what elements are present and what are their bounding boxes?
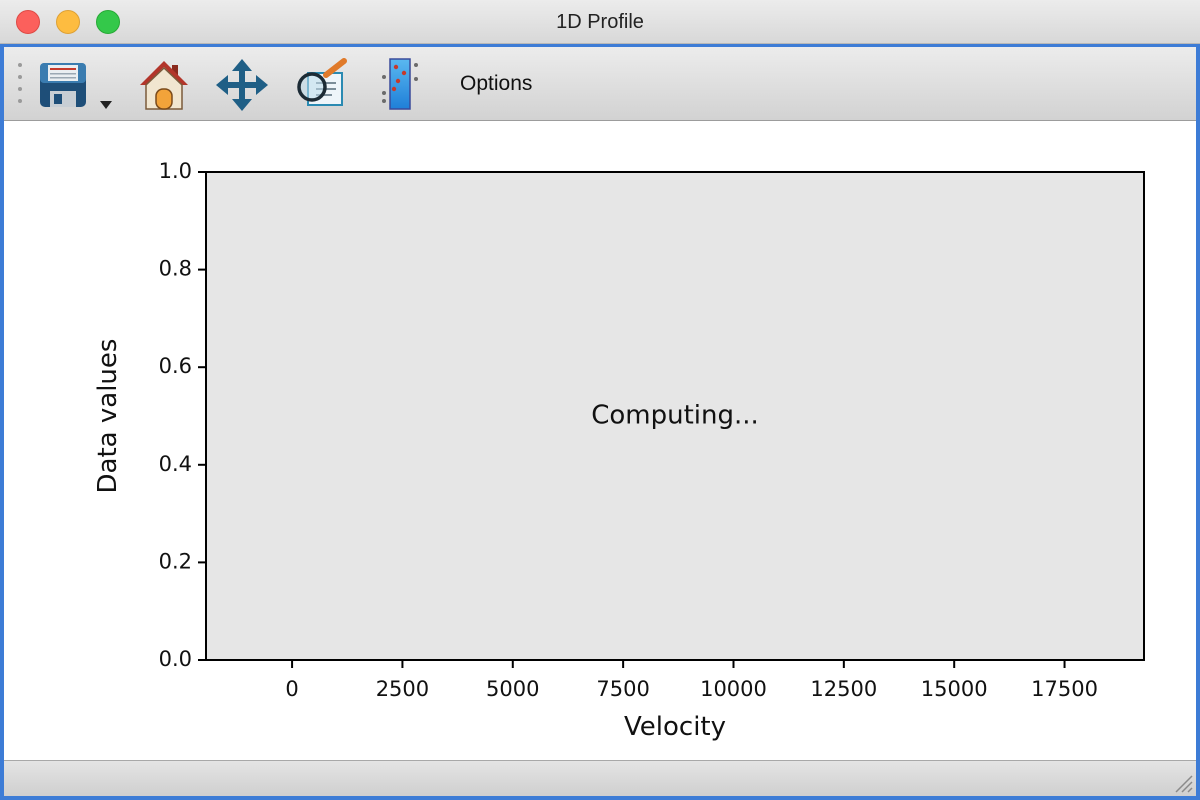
home-icon: [140, 61, 188, 110]
x-tick-label: 2500: [376, 677, 429, 701]
home-button[interactable]: [136, 57, 192, 113]
floppy-disk-icon: [40, 63, 112, 109]
axes-background: [206, 172, 1144, 660]
status-bar: [4, 760, 1196, 796]
x-tick-label: 12500: [810, 677, 877, 701]
resize-grip-icon[interactable]: [1172, 772, 1194, 794]
y-tick-label: 1.0: [159, 159, 192, 183]
colorbar-icon: [382, 58, 418, 110]
y-tick-label: 0.0: [159, 647, 192, 671]
x-tick-label: 15000: [921, 677, 988, 701]
axes-frame: [205, 171, 1145, 661]
options-button[interactable]: Options: [456, 69, 536, 99]
computing-annotation: Computing...: [591, 401, 759, 431]
zoom-button[interactable]: [292, 57, 350, 113]
minimize-window-button[interactable]: [56, 10, 80, 34]
window-frame: [0, 44, 1200, 800]
save-button[interactable]: [36, 57, 120, 113]
x-tick-label: 10000: [700, 677, 767, 701]
y-axis-ticks: 0.0 0.2 0.4 0.6 0.8 1.0: [159, 159, 206, 671]
plot-canvas[interactable]: 0 2500 5000 7500 10000 12500 15000 17500 0.0 0.2…: [4, 122, 1196, 760]
window-title: 1D Profile: [556, 11, 644, 33]
y-tick-label: 0.8: [159, 257, 192, 281]
profile-plot[interactable]: 0 2500 5000 7500 10000 12500 15000 17500 0.0 0.2…: [4, 122, 1196, 760]
x-tick-label: 7500: [596, 677, 649, 701]
move-arrows-icon: [216, 59, 268, 111]
magnifier-icon: [297, 58, 347, 106]
y-tick-label: 0.2: [159, 549, 192, 573]
x-tick-label: 0: [285, 677, 298, 701]
x-tick-label: 5000: [486, 677, 539, 701]
y-tick-label: 0.4: [159, 452, 192, 476]
title-bar[interactable]: 1D Profile: [0, 0, 1200, 44]
zoom-window-button[interactable]: [96, 10, 120, 34]
toolbar: Options: [4, 47, 1196, 121]
x-axis-label: Velocity: [624, 712, 726, 742]
x-tick-label: 17500: [1031, 677, 1098, 701]
pan-button[interactable]: [214, 57, 270, 113]
y-axis-label: Data values: [93, 339, 123, 494]
toolbar-grip-handle[interactable]: [18, 63, 24, 107]
y-tick-label: 0.6: [159, 354, 192, 378]
close-window-button[interactable]: [16, 10, 40, 34]
x-axis-ticks: 0 2500 5000 7500 10000 12500 15000 17500: [285, 660, 1098, 701]
profile-tool-button[interactable]: [374, 57, 426, 113]
